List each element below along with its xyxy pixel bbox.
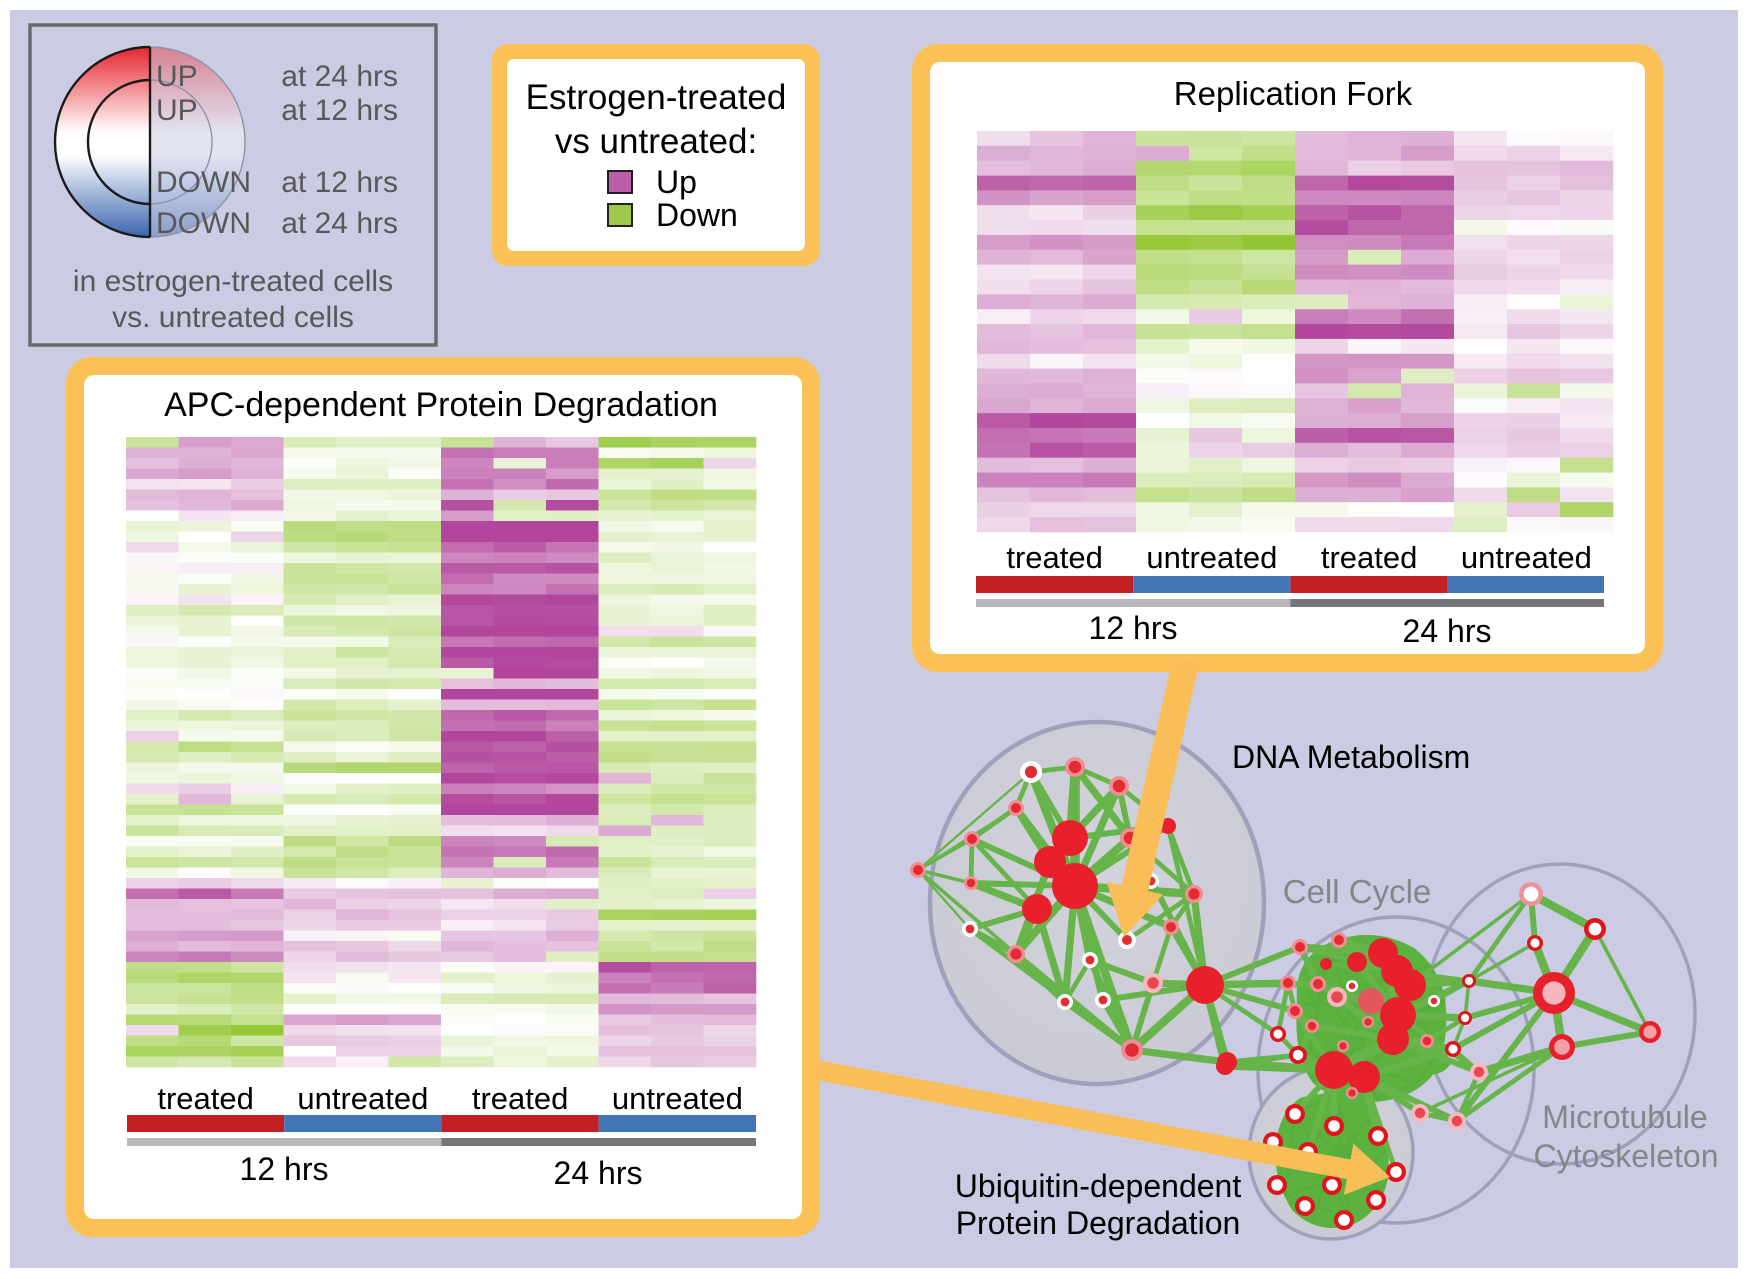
svg-text:Replication Fork: Replication Fork xyxy=(1174,75,1413,112)
svg-text:Ubiquitin-dependent: Ubiquitin-dependent xyxy=(955,1168,1242,1204)
svg-text:at 24 hrs: at 24 hrs xyxy=(281,60,398,93)
svg-text:treated: treated xyxy=(472,1081,569,1116)
svg-text:Cytoskeleton: Cytoskeleton xyxy=(1534,1138,1719,1174)
svg-text:vs untreated:: vs untreated: xyxy=(555,122,757,161)
svg-text:24 hrs: 24 hrs xyxy=(554,1155,643,1191)
svg-text:DOWN: DOWN xyxy=(156,207,251,240)
svg-text:vs. untreated cells: vs. untreated cells xyxy=(112,301,354,334)
svg-text:treated: treated xyxy=(1006,540,1103,575)
svg-text:Microtubule: Microtubule xyxy=(1542,1099,1707,1135)
svg-text:Cell Cycle: Cell Cycle xyxy=(1283,873,1432,910)
svg-text:untreated: untreated xyxy=(1461,540,1592,575)
svg-text:UP: UP xyxy=(156,94,198,127)
svg-text:Down: Down xyxy=(656,197,738,233)
svg-text:Protein Degradation: Protein Degradation xyxy=(956,1205,1241,1241)
svg-text:DOWN: DOWN xyxy=(156,166,251,199)
svg-text:untreated: untreated xyxy=(1146,540,1277,575)
svg-text:at 12 hrs: at 12 hrs xyxy=(281,94,398,127)
svg-text:UP: UP xyxy=(156,60,198,93)
svg-text:in estrogen-treated cells: in estrogen-treated cells xyxy=(73,265,393,298)
svg-text:24 hrs: 24 hrs xyxy=(1403,613,1492,649)
svg-text:12 hrs: 12 hrs xyxy=(240,1151,329,1187)
svg-text:Up: Up xyxy=(656,164,697,200)
svg-text:DNA Metabolism: DNA Metabolism xyxy=(1232,739,1470,775)
svg-text:12 hrs: 12 hrs xyxy=(1089,610,1178,646)
svg-text:APC-dependent Protein Degradat: APC-dependent Protein Degradation xyxy=(164,386,718,424)
svg-text:Estrogen-treated: Estrogen-treated xyxy=(526,78,787,117)
svg-text:at 24 hrs: at 24 hrs xyxy=(281,207,398,240)
svg-text:treated: treated xyxy=(157,1081,254,1116)
svg-text:at 12 hrs: at 12 hrs xyxy=(281,166,398,199)
svg-text:treated: treated xyxy=(1321,540,1418,575)
svg-text:untreated: untreated xyxy=(612,1081,743,1116)
svg-text:untreated: untreated xyxy=(297,1081,428,1116)
